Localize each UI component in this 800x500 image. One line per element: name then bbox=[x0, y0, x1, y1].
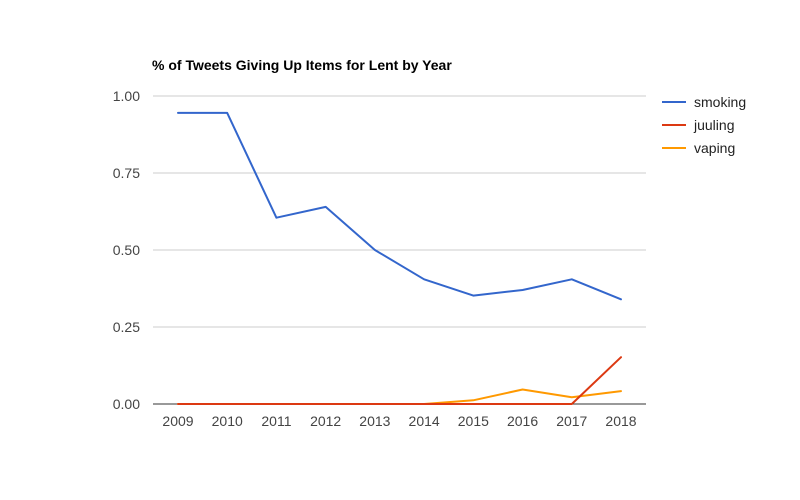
x-tick-label: 2010 bbox=[212, 413, 243, 429]
x-tick-label: 2018 bbox=[605, 413, 636, 429]
x-tick-label: 2015 bbox=[458, 413, 489, 429]
chart-title: % of Tweets Giving Up Items for Lent by … bbox=[152, 57, 452, 73]
axes: 0.00 0.25 0.50 0.75 1.00 2009 2010 2011 2012 2013… bbox=[113, 88, 646, 429]
x-tick-label: 2012 bbox=[310, 413, 341, 429]
x-tick-label: 2016 bbox=[507, 413, 538, 429]
x-tick-label: 2009 bbox=[162, 413, 193, 429]
series-line-vaping bbox=[177, 388, 622, 405]
x-tick-label: 2011 bbox=[261, 413, 291, 429]
legend-label: vaping bbox=[694, 140, 735, 156]
gridlines bbox=[153, 95, 646, 328]
x-tick-label: 2014 bbox=[409, 413, 440, 429]
y-tick-label: 0.00 bbox=[113, 396, 140, 412]
legend-label: juuling bbox=[693, 117, 734, 133]
x-tick-label: 2017 bbox=[556, 413, 587, 429]
series-line-smoking bbox=[177, 111, 622, 301]
y-tick-label: 0.25 bbox=[113, 319, 140, 335]
y-tick-label: 0.75 bbox=[113, 165, 140, 181]
legend-label: smoking bbox=[694, 94, 746, 110]
series-line-juuling bbox=[177, 356, 622, 405]
y-tick-label: 1.00 bbox=[113, 88, 140, 104]
series-lines bbox=[177, 111, 622, 405]
x-tick-label: 2013 bbox=[359, 413, 390, 429]
y-tick-label: 0.50 bbox=[113, 242, 140, 258]
legend: smoking juuling vaping bbox=[662, 94, 746, 156]
